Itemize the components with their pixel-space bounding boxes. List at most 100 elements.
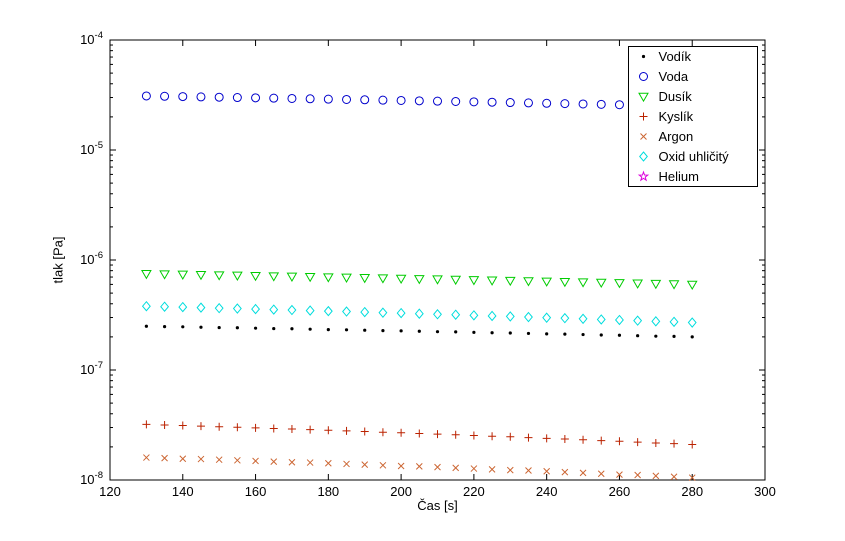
dot-marker (581, 332, 585, 337)
plus-marker (469, 431, 478, 440)
plus-marker (306, 425, 315, 434)
circle-marker (287, 93, 297, 103)
x-marker (234, 456, 241, 464)
plus-marker (560, 434, 569, 443)
dot-marker (617, 333, 622, 337)
plus-marker (415, 429, 424, 438)
x-marker (634, 471, 641, 479)
series-Argon (143, 454, 696, 482)
circle-marker (414, 96, 424, 106)
legend-label: Oxid uhličitý (659, 149, 730, 164)
dot-marker (217, 325, 221, 330)
x-marker (688, 474, 696, 482)
diamond-marker (578, 313, 588, 325)
x-tick-label: 300 (754, 484, 776, 499)
plus-marker (233, 423, 242, 432)
triangle-down-marker (141, 270, 152, 280)
x-marker (215, 456, 223, 464)
diamond-marker (542, 312, 552, 323)
circle-marker (214, 92, 224, 102)
diamond-marker (360, 306, 370, 318)
diamond-marker (160, 301, 170, 313)
series-Voda (141, 91, 697, 111)
x-tick-label: 120 (99, 484, 121, 499)
circle-marker (487, 97, 497, 107)
dot-marker (199, 325, 203, 329)
triangle-down-marker (638, 92, 649, 103)
triangle-down-marker (432, 275, 443, 285)
plus-marker (488, 432, 497, 441)
triangle-down-marker (595, 278, 607, 289)
plus-marker (633, 438, 642, 447)
diamond-marker (396, 307, 406, 319)
triangle-down-marker (614, 279, 625, 289)
legend-box (628, 46, 758, 187)
triangle-down-marker (541, 277, 553, 287)
circle-marker (269, 93, 279, 103)
circle-marker (360, 95, 370, 105)
x-tick-label: 200 (390, 484, 412, 499)
circle-marker (323, 94, 333, 104)
diamond-marker (469, 310, 479, 321)
x-marker (288, 458, 296, 466)
diamond-marker (505, 311, 515, 322)
triangle-down-marker (304, 272, 316, 283)
circle-marker (523, 98, 533, 108)
diamond-marker (305, 305, 315, 316)
x-marker (488, 465, 496, 473)
circle-marker (160, 91, 170, 101)
x-marker (197, 455, 205, 463)
circle-marker (378, 95, 388, 105)
x-marker (306, 459, 314, 466)
pentagram-marker (637, 170, 650, 182)
circle-marker (542, 98, 552, 108)
x-marker (161, 454, 168, 462)
plus-marker (142, 420, 151, 429)
dot-marker (181, 325, 185, 329)
x-tick-label: 260 (609, 484, 631, 499)
triangle-down-marker (450, 275, 462, 286)
diamond-marker (560, 312, 570, 324)
circle-marker (232, 93, 242, 103)
triangle-down-marker (195, 271, 207, 281)
triangle-down-marker (523, 277, 534, 287)
series-Dusík (141, 270, 698, 291)
diamond-marker (378, 307, 388, 318)
plus-marker (342, 426, 351, 435)
y-tick-label: 10-8 (80, 470, 103, 487)
circle-marker (342, 94, 352, 104)
diamond-marker (323, 305, 333, 317)
plus-marker (269, 424, 278, 433)
diamond-marker (141, 300, 151, 312)
plus-marker (215, 422, 224, 431)
x-marker (561, 468, 569, 476)
dot-marker (599, 333, 603, 337)
dot-marker (690, 335, 694, 339)
dot-marker (508, 331, 512, 335)
triangle-down-marker (159, 270, 170, 280)
legend-label: Kyslík (659, 109, 694, 124)
dot-marker (526, 331, 531, 336)
dot-marker (381, 329, 385, 333)
legend-label: Vodík (659, 49, 692, 64)
x-marker (324, 459, 332, 467)
dot-marker (326, 327, 330, 332)
circle-marker (196, 92, 206, 102)
circle-marker (614, 100, 624, 110)
plus-marker (451, 430, 460, 439)
dot-marker (399, 329, 403, 333)
diamond-marker (232, 303, 242, 314)
triangle-down-marker (322, 273, 334, 283)
triangle-down-marker (468, 276, 480, 286)
diamond-marker (487, 310, 497, 322)
diamond-marker (196, 302, 206, 313)
series-Vodík (144, 324, 694, 339)
diamond-marker (251, 303, 261, 315)
triangle-down-marker (268, 272, 280, 282)
x-marker (640, 133, 647, 140)
legend-label: Voda (659, 69, 689, 84)
x-marker (652, 472, 660, 480)
x-marker (616, 471, 623, 478)
dot-marker (472, 330, 476, 334)
